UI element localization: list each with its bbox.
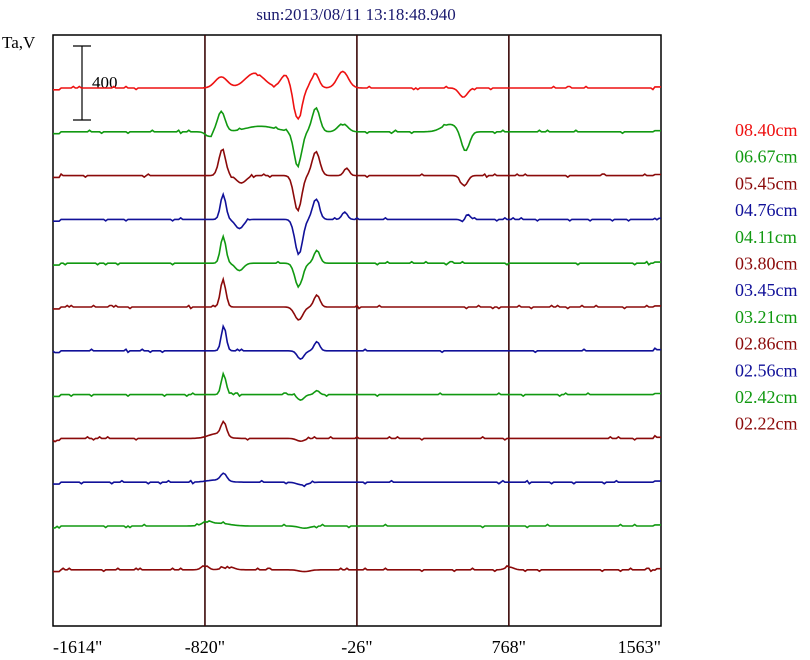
- legend-entry: 05.45cm: [735, 173, 798, 193]
- legend-entry: 03.45cm: [735, 280, 798, 300]
- legend-entry: 03.21cm: [735, 307, 798, 327]
- series-line: [53, 191, 661, 256]
- x-tick-labels: -1614" -820" -26" 768" 1563": [53, 637, 661, 657]
- legend-entry: 02.56cm: [735, 360, 798, 380]
- legend-entry: 04.11cm: [735, 227, 797, 247]
- scale-bar: 400: [73, 45, 118, 121]
- x-tick-label: -26": [341, 637, 372, 657]
- x-tick-label: -820": [185, 637, 225, 657]
- legend-entry: 03.80cm: [735, 254, 798, 274]
- legend-entry: 02.42cm: [735, 387, 798, 407]
- y-axis-label: Ta,V: [2, 33, 36, 52]
- series-line: [53, 276, 661, 321]
- series-line: [53, 106, 661, 169]
- series-line: [53, 472, 661, 488]
- series-line: [53, 233, 661, 289]
- chart-title: sun:2013/08/11 13:18:48.940: [256, 5, 456, 24]
- legend-entry: 06.67cm: [735, 147, 798, 167]
- series-line: [53, 520, 661, 530]
- series-line: [53, 564, 661, 573]
- vertical-markers: [204, 35, 510, 626]
- series-line: [52, 323, 661, 361]
- legend-entry: 04.76cm: [735, 200, 798, 220]
- series-line: [52, 420, 661, 443]
- x-tick-label: -1614": [53, 637, 102, 657]
- x-tick-label: 768": [492, 637, 526, 657]
- series-line: [53, 70, 661, 121]
- legend-entry: 08.40cm: [735, 120, 798, 140]
- series-line: [53, 148, 661, 213]
- series-line: [53, 371, 661, 401]
- scale-bar-label: 400: [92, 73, 118, 92]
- legend: 08.40cm 06.67cm 05.45cm 04.76cm 04.11cm 03.80…: [735, 120, 798, 434]
- traces: [52, 70, 661, 573]
- x-tick-label: 1563": [618, 637, 661, 657]
- legend-entry: 02.86cm: [735, 334, 798, 354]
- legend-entry: 02.22cm: [735, 414, 798, 434]
